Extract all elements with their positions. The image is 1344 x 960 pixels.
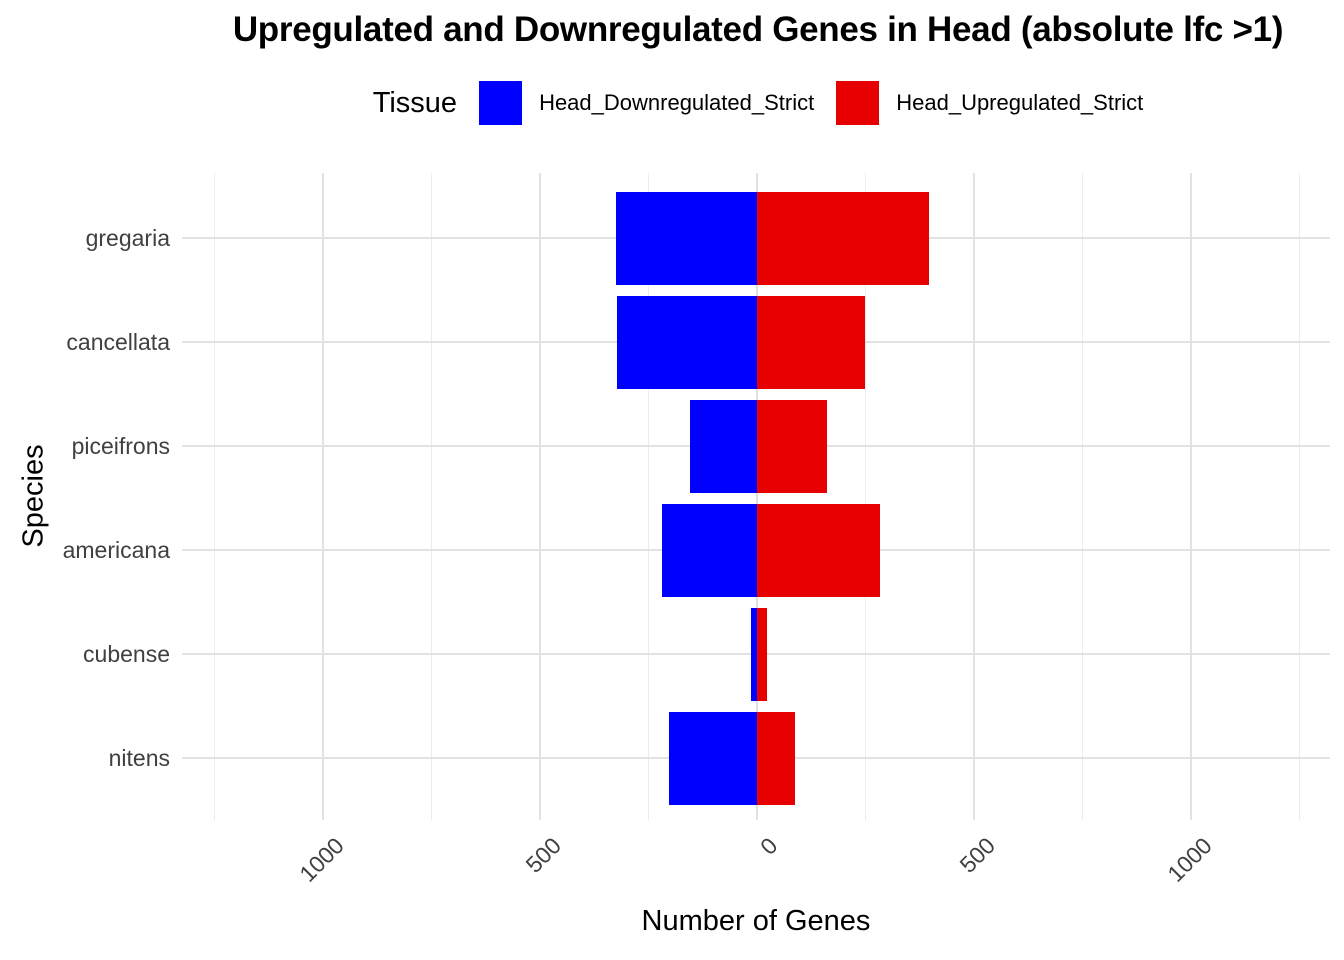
legend-label-upregulated: Head_Upregulated_Strict [896,90,1144,115]
x-axis-title: Number of Genes [641,905,871,937]
major-gridline [322,173,325,820]
y-tick-label: americana [62,537,170,563]
minor-gridline [1298,173,1301,820]
legend-swatch-downregulated [479,81,523,125]
bar-gregaria-downregulated [616,191,758,285]
bar-nitens-upregulated [757,711,796,805]
chart-title: Upregulated and Downregulated Genes in H… [232,10,1284,49]
bar-cubense-upregulated [757,607,767,701]
major-gridline [1190,173,1193,820]
bar-nitens-downregulated [668,711,758,805]
plot-panel [182,173,1330,820]
legend-title: Tissue [372,86,458,119]
y-axis-title: Species [17,444,50,548]
major-gridline [756,173,759,820]
x-tick-label: 1000 [1162,832,1217,887]
bar-cancellata-upregulated [757,295,866,389]
major-gridline [973,173,976,820]
bar-cubense-downregulated [750,607,758,701]
minor-gridline [430,173,433,820]
y-tick-label: gregaria [85,225,170,251]
y-tick-label: nitens [108,745,170,771]
legend-swatch-upregulated [836,81,880,125]
y-tick-label: piceifrons [71,433,170,459]
x-tick-label: 500 [954,832,1000,878]
legend-item-downregulated: Head_Downregulated_Strict [479,81,814,125]
x-tick-label: 0 [755,832,783,860]
y-tick-label: cancellata [66,329,170,355]
bar-americana-upregulated [757,503,880,597]
minor-gridline [864,173,867,820]
minor-gridline [1081,173,1084,820]
legend: Tissue Head_Downregulated_Strict Head_Up… [182,78,1334,128]
bar-piceifrons-downregulated [689,399,758,493]
minor-gridline [647,173,650,820]
bar-piceifrons-upregulated [757,399,828,493]
legend-item-upregulated: Head_Upregulated_Strict [836,81,1143,125]
bar-cancellata-downregulated [617,295,758,389]
bar-americana-downregulated [661,503,758,597]
legend-label-downregulated: Head_Downregulated_Strict [539,90,815,115]
major-gridline [539,173,542,820]
x-tick-label: 500 [520,832,566,878]
x-tick-label: 1000 [294,832,349,887]
y-tick-label: cubense [83,641,170,667]
minor-gridline [213,173,216,820]
bar-gregaria-upregulated [757,191,930,285]
